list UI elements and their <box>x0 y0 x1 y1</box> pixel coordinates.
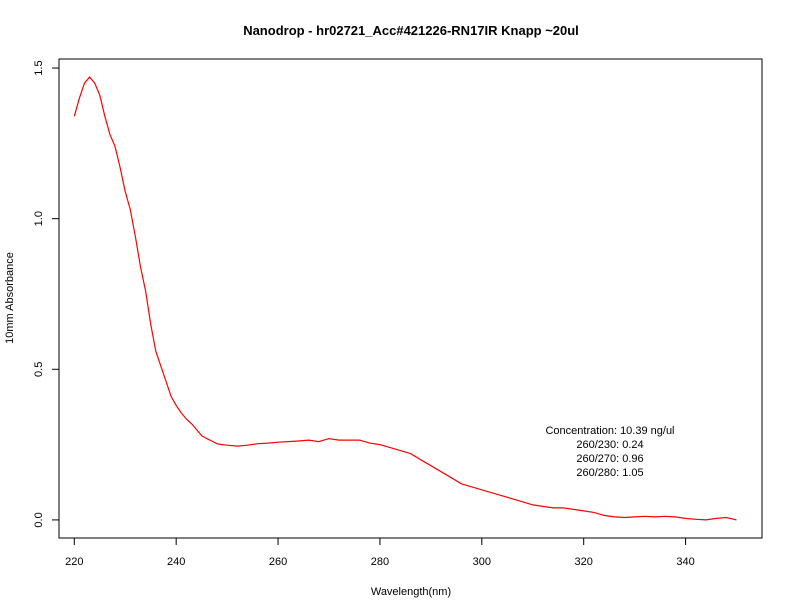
annotation-line: 260/280: 1.05 <box>576 467 643 479</box>
y-axis: 0.0 0.5 1.0 1.5 <box>33 60 59 528</box>
annotation-block: Concentration: 10.39 ng/ul 260/230: 0.24 2… <box>545 425 674 479</box>
x-tick-label: 300 <box>473 556 491 568</box>
x-axis: 220 240 260 280 300 320 340 <box>65 538 695 568</box>
x-tick-label: 280 <box>371 556 389 568</box>
annotation-line: 260/270: 0.96 <box>576 453 643 465</box>
chart-title: Nanodrop - hr02721_Acc#421226-RN17IR Kna… <box>243 23 579 38</box>
plot-frame <box>58 58 763 539</box>
annotation-line: 260/230: 0.24 <box>576 439 643 451</box>
x-tick-label: 340 <box>676 556 694 568</box>
y-axis-label: 10mm Absorbance <box>4 252 16 344</box>
absorbance-line <box>73 76 737 521</box>
x-tick-label: 320 <box>575 556 593 568</box>
y-tick-label: 1.5 <box>33 60 45 75</box>
x-tick-label: 220 <box>65 556 83 568</box>
x-tick-label: 240 <box>167 556 185 568</box>
annotation-line: Concentration: 10.39 ng/ul <box>545 425 674 437</box>
x-axis-label: Wavelength(nm) <box>371 586 451 598</box>
y-tick-label: 1.0 <box>33 211 45 226</box>
y-tick-label: 0.5 <box>33 362 45 377</box>
y-tick-label: 0.0 <box>33 512 45 527</box>
x-tick-label: 260 <box>269 556 287 568</box>
